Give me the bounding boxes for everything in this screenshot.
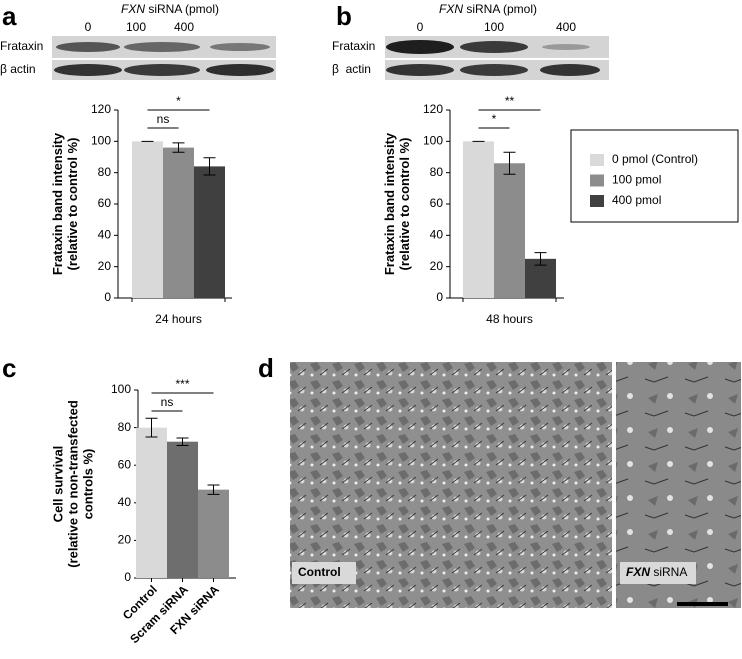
bar <box>194 166 225 298</box>
y-tick-label: 40 <box>118 495 132 509</box>
significance-label: *** <box>175 377 189 391</box>
bar <box>167 441 198 578</box>
lane-label: 0 <box>417 20 424 34</box>
lane-label: 400 <box>556 20 576 34</box>
lane-label: 0 <box>85 20 92 34</box>
significance-label: ns <box>161 395 174 409</box>
y-axis-label: Frataxin band intensity <box>382 132 397 275</box>
y-tick-label: 100 <box>91 134 111 148</box>
legend-label: 400 pmol <box>612 193 661 207</box>
y-axis-label: (relative to control %) <box>65 138 80 271</box>
error-bar <box>145 417 158 438</box>
bar <box>463 141 494 298</box>
blot-row-label: Frataxin <box>332 39 375 53</box>
legend-label: 0 pmol (Control) <box>612 152 698 166</box>
y-axis-label: (relative to control %) <box>397 138 412 271</box>
label-box <box>292 562 356 584</box>
y-axis-label: (relative to non-transfected <box>65 400 80 568</box>
y-axis-label: controls %) <box>80 449 95 520</box>
legend-label: 100 pmol <box>612 173 661 187</box>
panel-label: d <box>258 353 274 383</box>
label-box <box>620 562 696 584</box>
y-tick-label: 60 <box>430 196 444 210</box>
y-axis-label: Cell survival <box>50 446 65 523</box>
significance-label: ns <box>157 112 170 126</box>
y-tick-label: 60 <box>118 457 132 471</box>
bar <box>132 141 163 298</box>
blot-row-label: β actin <box>0 62 36 76</box>
y-tick-label: 100 <box>111 382 131 396</box>
y-tick-label: 20 <box>118 533 132 547</box>
error-bar <box>176 437 189 446</box>
legend-swatch <box>590 174 604 187</box>
y-tick-label: 40 <box>430 228 444 242</box>
y-tick-label: 0 <box>104 290 111 304</box>
y-axis-label: Frataxin band intensity <box>50 132 65 275</box>
y-tick-label: 100 <box>423 134 443 148</box>
y-tick-label: 60 <box>98 196 112 210</box>
y-tick-label: 20 <box>430 259 444 273</box>
blot-image <box>52 36 276 80</box>
panel-label: c <box>2 353 16 383</box>
bar <box>163 147 194 298</box>
panel-label: a <box>2 1 17 31</box>
lane-label: 400 <box>174 20 194 34</box>
y-tick-label: 40 <box>98 228 112 242</box>
blot-row-label: Frataxin <box>0 39 43 53</box>
significance-label: * <box>176 94 181 108</box>
error-bar <box>534 252 547 266</box>
blot-row-label: β actin <box>332 62 371 76</box>
lane-label: 100 <box>126 20 146 34</box>
bar <box>136 427 167 578</box>
error-bar <box>203 157 216 176</box>
y-tick-label: 0 <box>436 290 443 304</box>
error-bar <box>503 151 516 175</box>
legend-swatch <box>590 154 604 166</box>
error-bar <box>172 142 185 153</box>
x-tick-label: 24 hours <box>155 312 202 326</box>
blot-header: FXN siRNA (pmol) <box>439 2 537 16</box>
blot-header: FXN siRNA (pmol) <box>121 2 219 16</box>
bar <box>494 163 525 298</box>
micrograph-label: Control <box>298 565 341 579</box>
x-tick-label: 48 hours <box>486 312 533 326</box>
y-tick-label: 120 <box>91 102 111 116</box>
blot-image <box>385 36 609 80</box>
y-tick-label: 80 <box>118 420 132 434</box>
y-tick-label: 80 <box>430 165 444 179</box>
significance-label: * <box>492 112 497 126</box>
legend-swatch <box>590 195 604 207</box>
bar <box>198 489 229 578</box>
significance-label: ** <box>505 94 515 108</box>
panel-label: b <box>336 1 352 31</box>
y-tick-label: 0 <box>124 570 131 584</box>
error-bar <box>207 484 220 495</box>
y-tick-label: 20 <box>98 259 112 273</box>
micrograph-label: FXN siRNA <box>626 565 687 579</box>
lane-label: 100 <box>484 20 504 34</box>
y-tick-label: 120 <box>423 102 443 116</box>
y-tick-label: 80 <box>98 165 112 179</box>
